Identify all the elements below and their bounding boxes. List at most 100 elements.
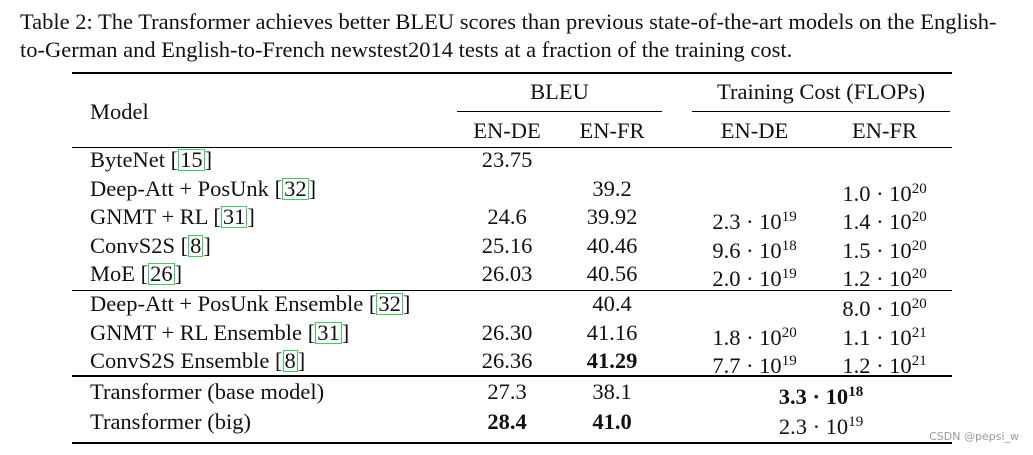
citation-link[interactable]: 31 (315, 319, 342, 345)
bleu-en-fr-value: 41.29 (586, 348, 638, 373)
bleu-en-fr-value: 41.16 (586, 319, 638, 345)
citation-close-bracket: ] (297, 348, 306, 373)
table-caption: Table 2: The Transformer achieves better… (20, 9, 997, 62)
training-cost-value-exponent: 19 (848, 414, 864, 430)
cost-en-fr-value-mantissa: 1.2 · 10 (842, 353, 912, 378)
training-cost-value-mantissa: 3.3 · 10 (778, 384, 849, 409)
citation-open-bracket: [ (213, 204, 221, 229)
cost-en-fr-value-mantissa: 1.4 · 10 (842, 209, 912, 234)
header-training-cost: Training Cost (FLOPs) (717, 79, 925, 104)
citation-close-bracket: ] (204, 147, 213, 172)
bleu-en-de-value: 23.75 (481, 147, 533, 172)
model-name-cell: Deep-Att + PosUnk Ensemble [32] (90, 290, 410, 318)
cost-en-fr-value: 1.0 · 1020 (822, 175, 947, 208)
model-name: Deep-Att + PosUnk (90, 175, 275, 201)
cost-en-fr-value: 8.0 · 1020 (822, 290, 947, 323)
watermark-text: CSDN @pepsi_w (929, 430, 1019, 443)
group-rule-2 (72, 375, 952, 377)
model-name-cell: Deep-Att + PosUnk [32] (90, 175, 316, 203)
bleu-en-de-value: 27.3 (487, 379, 527, 404)
cost-en-de-value-exponent: 18 (781, 237, 797, 254)
cost-en-de-value-mantissa: 2.0 · 10 (712, 266, 782, 291)
cost-en-de-value-mantissa: 7.7 · 10 (712, 353, 782, 378)
model-name-cell: Transformer (big) (90, 408, 251, 436)
citation-close-bracket: ] (402, 291, 411, 316)
citation-open-bracket: [ (274, 175, 283, 201)
cost-en-de-value-mantissa: 9.6 · 10 (712, 237, 782, 263)
cost-en-fr-value-mantissa: 1.2 · 10 (842, 266, 912, 291)
citation-link[interactable]: 15 (178, 147, 205, 172)
cost-en-de-value-mantissa: 2.3 · 10 (712, 209, 782, 234)
model-name: ConvS2S Ensemble (90, 348, 276, 373)
cost-en-fr-value: 1.1 · 1021 (822, 319, 947, 352)
cost-en-fr-value-exponent: 20 (911, 266, 927, 282)
cost-en-fr-value-exponent: 20 (911, 237, 927, 254)
model-name-cell: GNMT + RL Ensemble [31] (90, 319, 349, 347)
citation-close-bracket: ] (341, 319, 350, 345)
bleu-en-de-value: 28.4 (487, 409, 527, 434)
bleu-cmidrule (457, 111, 662, 112)
cost-en-de-value: 2.3 · 1019 (692, 203, 817, 236)
cost-en-de-value-mantissa: 1.8 · 10 (712, 324, 782, 350)
cost-en-fr-value-mantissa: 1.5 · 10 (842, 237, 912, 263)
training-cost-value-mantissa: 2.3 · 10 (778, 414, 849, 439)
citation-open-bracket: [ (275, 348, 283, 373)
citation-link[interactable]: 31 (220, 204, 248, 229)
header-bleu-en-de: EN-DE (473, 118, 541, 143)
model-name-cell: ConvS2S Ensemble [8] (90, 347, 305, 375)
model-name-cell: Transformer (base model) (90, 378, 324, 406)
bleu-en-de-value: 26.30 (481, 319, 533, 345)
cost-en-fr-value-mantissa: 1.1 · 10 (842, 324, 912, 350)
model-name: ByteNet (90, 147, 171, 172)
bleu-en-fr-value: 41.0 (592, 409, 632, 434)
citation-close-bracket: ] (308, 175, 317, 201)
header-bleu-en-fr: EN-FR (579, 118, 645, 143)
model-name-cell: ConvS2S [8] (90, 232, 211, 260)
model-name-cell: GNMT + RL [31] (90, 203, 255, 231)
group-rule-1 (72, 290, 952, 291)
header-model: Model (90, 99, 149, 124)
cost-en-fr-value: 1.2 · 1020 (822, 260, 947, 293)
bleu-en-de-value: 26.36 (481, 348, 533, 373)
header-cost-en-de: EN-DE (720, 118, 789, 143)
cost-en-fr-value-exponent: 20 (911, 209, 927, 225)
citation-link[interactable]: 8 (282, 348, 298, 373)
cost-en-de-value-exponent: 19 (781, 209, 797, 225)
model-name: GNMT + RL (90, 204, 214, 229)
cost-en-de-value-exponent: 19 (781, 353, 797, 369)
cost-en-fr-value: 1.5 · 1020 (822, 232, 947, 265)
bleu-en-fr-value: 40.56 (586, 261, 638, 286)
cost-en-fr-value-mantissa: 1.0 · 10 (842, 180, 912, 206)
citation-link[interactable]: 32 (376, 291, 403, 316)
cost-en-de-value: 7.7 · 1019 (692, 347, 817, 380)
header-bleu: BLEU (530, 79, 589, 104)
cost-en-de-value: 2.0 · 1019 (692, 260, 817, 293)
model-name-cell: ByteNet [15] (90, 146, 212, 174)
bleu-en-fr-value: 40.4 (592, 291, 632, 316)
citation-link[interactable]: 26 (148, 261, 175, 286)
bleu-en-fr-value: 38.1 (592, 379, 632, 404)
top-rule (72, 72, 952, 74)
bleu-en-fr-value: 40.46 (586, 232, 638, 258)
model-name: Deep-Att + PosUnk Ensemble (90, 291, 369, 316)
cost-en-fr-value-exponent: 20 (911, 296, 927, 312)
training-cost-value-exponent: 18 (848, 384, 864, 400)
citation-link[interactable]: 8 (188, 232, 204, 258)
citation-close-bracket: ] (247, 204, 255, 229)
model-name: ConvS2S (90, 232, 181, 258)
bleu-en-de-value: 24.6 (487, 204, 527, 229)
citation-close-bracket: ] (174, 261, 183, 286)
bleu-en-de-value: 25.16 (481, 232, 533, 258)
cost-en-de-value: 9.6 · 1018 (692, 232, 817, 265)
citation-link[interactable]: 32 (282, 175, 309, 201)
model-name: MoE (90, 261, 141, 286)
cost-en-fr-value-exponent: 21 (911, 324, 927, 341)
model-name: Transformer (base model) (90, 379, 325, 404)
bleu-en-fr-value: 39.92 (586, 204, 638, 229)
training-cost-value: 2.3 · 1019 (692, 408, 950, 441)
cost-en-fr-value-exponent: 20 (911, 180, 927, 197)
cost-en-de-value: 1.8 · 1020 (692, 319, 817, 352)
citation-open-bracket: [ (368, 291, 377, 316)
model-name: GNMT + RL Ensemble (90, 319, 308, 345)
cost-en-de-value-exponent: 19 (781, 266, 797, 282)
